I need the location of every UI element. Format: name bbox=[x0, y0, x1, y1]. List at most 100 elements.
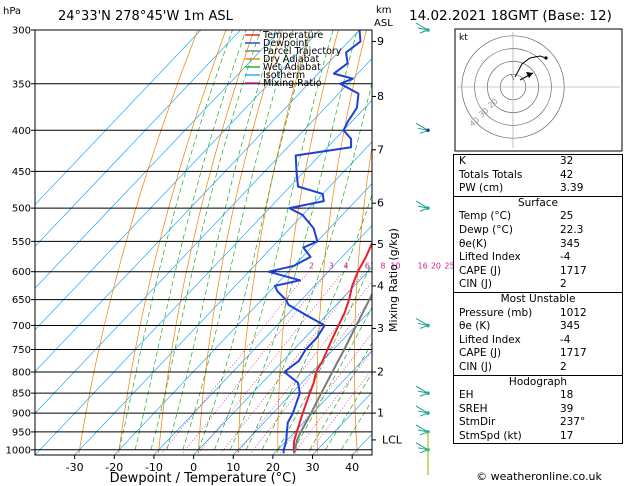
plot-frame bbox=[34, 29, 373, 456]
isotherm-line bbox=[232, 308, 372, 455]
altitude-tick-label: 7 bbox=[377, 143, 384, 156]
wind-barb-dot bbox=[426, 128, 430, 133]
wet-adiabat-line bbox=[214, 30, 334, 450]
altitude-tick-label: 3 bbox=[377, 322, 384, 335]
parcel-trajectory-series-line bbox=[293, 291, 372, 454]
mixing-ratio-axis-title: Mixing Ratio (g/kg) bbox=[387, 228, 400, 332]
legend-label: Mixing Ratio bbox=[263, 78, 322, 89]
wet-adiabat-line bbox=[293, 306, 372, 450]
surface-row: Lifted Index -4 bbox=[454, 251, 622, 265]
skewt-axes: 3003504004505005506006507007508008509009… bbox=[6, 26, 403, 475]
wet-adiabat-line bbox=[261, 193, 372, 450]
legend-label: Wet Adiabat bbox=[263, 62, 321, 73]
altitude-tick-label: 2 bbox=[377, 366, 384, 379]
mu-value: 2 bbox=[560, 360, 567, 373]
hodo-label: EH bbox=[459, 389, 474, 402]
skewt-diagram: 2 3 4 6 8 10 16 20 25 bbox=[34, 29, 455, 456]
most-unstable-box: Most Unstable Pressure (mb) 1012 θe (K) 34… bbox=[453, 291, 623, 376]
pressure-tick-label: 400 bbox=[12, 126, 31, 137]
surface-title: Surface bbox=[517, 196, 558, 209]
wet-adiabat-line bbox=[150, 30, 261, 450]
mixing-ratio-line bbox=[161, 271, 309, 454]
pressure-tick-label: 500 bbox=[12, 204, 31, 215]
surface-value: -4 bbox=[560, 251, 571, 264]
surface-label: CIN (J) bbox=[459, 278, 492, 291]
hodograph-marker bbox=[510, 73, 515, 81]
x-axis-title: Dewpoint / Temperature (°C) bbox=[110, 471, 297, 486]
wind-barb-dot bbox=[426, 206, 430, 210]
wet-adiabat-line bbox=[277, 261, 372, 450]
mixing-ratio-line bbox=[293, 350, 372, 454]
surface-value: 25 bbox=[560, 210, 574, 223]
mu-row: CAPE (J) 1717 bbox=[454, 347, 622, 361]
wet-adiabat-line bbox=[134, 30, 247, 450]
pressure-tick-label: 300 bbox=[12, 26, 31, 37]
temperature-series-line bbox=[292, 240, 372, 454]
hodo-row: StmDir 237° bbox=[454, 416, 622, 430]
dry-adiabat-line bbox=[237, 30, 311, 454]
dry-adiabat-line bbox=[197, 30, 283, 454]
wind-barb bbox=[415, 442, 429, 454]
surface-row: CAPE (J) 1717 bbox=[454, 265, 622, 279]
altitude-tick-label: 5 bbox=[377, 238, 384, 251]
lcl-label: LCL bbox=[382, 433, 403, 446]
dry-adiabat-line bbox=[277, 30, 339, 454]
isotherm-line bbox=[193, 266, 372, 455]
surface-label: Dewp (°C) bbox=[459, 223, 513, 236]
hodo-row: SREH 39 bbox=[454, 403, 622, 417]
mu-row: Pressure (mb) 1012 bbox=[454, 307, 622, 321]
wet-adiabat-line bbox=[340, 400, 372, 450]
mixing-ratio-label: 4 bbox=[343, 262, 348, 271]
wind-barb-dot bbox=[426, 28, 430, 32]
pressure-tick-label: 600 bbox=[12, 267, 31, 278]
surface-row: θe(K) 345 bbox=[454, 238, 622, 252]
stats-panel: K 32 Totals Totals 42 PW (cm) 3.39 Surface … bbox=[453, 154, 623, 445]
surface-row: CIN (J) 2 bbox=[454, 278, 622, 292]
surface-value: 2 bbox=[560, 278, 567, 291]
mu-value: 345 bbox=[560, 320, 581, 333]
surface-value: 22.3 bbox=[560, 223, 584, 236]
dry-adiabat-line bbox=[158, 30, 255, 454]
temperature-tick-label: 20 bbox=[266, 461, 280, 474]
dry-adiabat-line bbox=[118, 30, 227, 454]
wind-barb bbox=[415, 318, 429, 329]
altitude-tick-label: 1 bbox=[377, 407, 384, 420]
mixing-ratio-label: 6 bbox=[365, 262, 370, 271]
mu-row: Lifted Index -4 bbox=[454, 334, 622, 348]
surface-row: Temp (°C) 25 bbox=[454, 210, 622, 224]
legend-label: Temperature bbox=[262, 30, 323, 41]
temperature-tick-label: -20 bbox=[105, 461, 123, 474]
pressure-tick-label: 350 bbox=[12, 79, 31, 90]
temperature-tick-label: 30 bbox=[306, 461, 320, 474]
index-row-pw: PW (cm) 3.39 bbox=[454, 182, 622, 196]
wet-adiabat-line bbox=[309, 342, 372, 450]
hodo-row: EH 18 bbox=[454, 389, 622, 403]
index-label: K bbox=[459, 155, 466, 167]
index-label: PW (cm) bbox=[459, 182, 504, 195]
isotherm-line bbox=[35, 30, 321, 331]
wind-barb-dot bbox=[426, 323, 430, 328]
wind-barb bbox=[415, 385, 429, 397]
dry-adiabat-line bbox=[426, 30, 451, 453]
hpa-label: hPa bbox=[3, 6, 21, 17]
wet-adiabat-line bbox=[325, 372, 372, 450]
hodo-value: 237° bbox=[560, 416, 586, 429]
mu-value: 1717 bbox=[560, 347, 587, 360]
dry-adiabat-line bbox=[78, 30, 199, 454]
mixing-ratio-line bbox=[308, 368, 372, 454]
dewpoint-series-line bbox=[267, 30, 362, 454]
wind-barb bbox=[415, 200, 429, 212]
temperature-tick-label: 40 bbox=[345, 461, 359, 474]
pressure-tick-label: 650 bbox=[12, 295, 31, 306]
mu-label: CIN (J) bbox=[459, 360, 492, 373]
mixing-ratio-label: 8 bbox=[380, 262, 385, 271]
mu-value: 1012 bbox=[560, 306, 587, 319]
wind-barbs bbox=[415, 22, 430, 475]
mu-row: θe (K) 345 bbox=[454, 320, 622, 334]
mu-label: Pressure (mb) bbox=[459, 306, 533, 319]
temperature-tick-label: -30 bbox=[66, 461, 84, 474]
hodograph-title: Hodograph bbox=[508, 375, 568, 388]
hodo-label: StmSpd (kt) bbox=[459, 429, 522, 442]
pressure-tick-label: 850 bbox=[12, 389, 31, 400]
pressure-tick-label: 950 bbox=[12, 427, 31, 438]
